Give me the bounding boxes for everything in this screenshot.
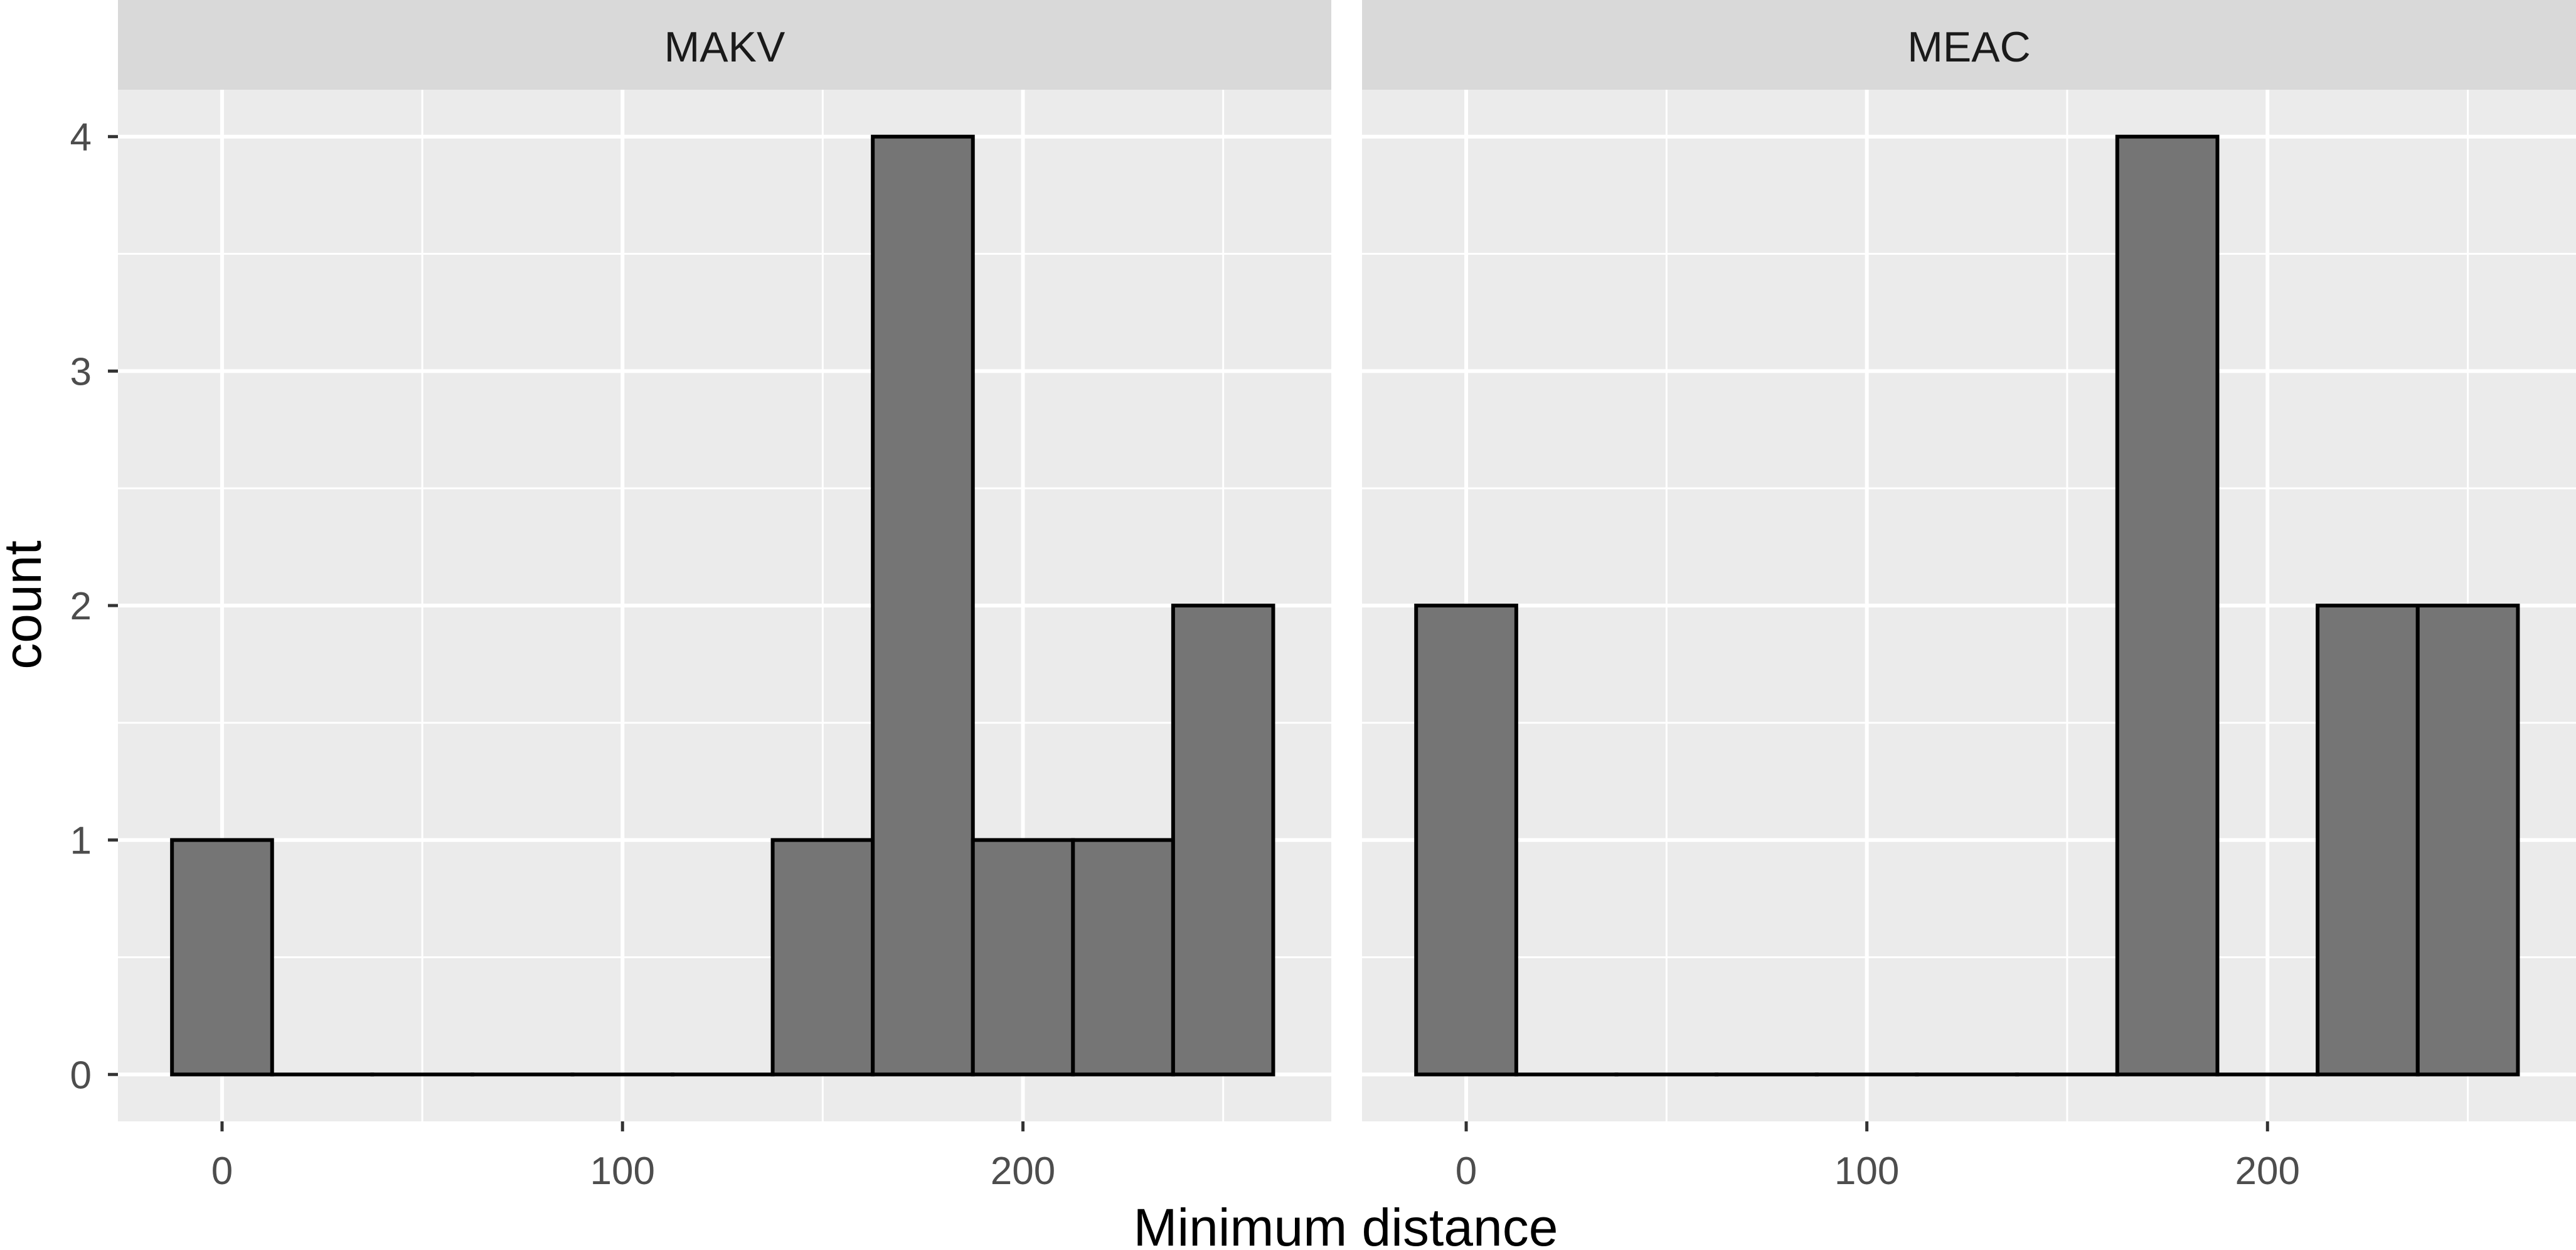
facet-strip [118,0,1331,90]
x-tick-label: 200 [991,1150,1055,1193]
y-axis-title: count [0,540,52,670]
x-tick-label: 100 [1834,1150,1899,1193]
histogram-bar [1414,604,1518,1077]
y-tick-label: 3 [70,350,92,393]
x-tick-label: 200 [2235,1150,2300,1193]
y-tick-label: 4 [70,116,92,159]
histogram-bar [2115,134,2220,1077]
histogram-bar [2316,604,2420,1077]
x-axis-title: Minimum distance [1134,1198,1558,1250]
facet-panel-makv: MAKV 0 100 200 0 1 2 3 4 [70,0,1331,1193]
x-tick-label: 0 [1456,1150,1477,1193]
facet-strip-label: MEAC [1907,23,2030,71]
x-tick-label: 100 [590,1150,655,1193]
histogram-bar [1071,838,1175,1077]
y-tick-label: 1 [70,820,92,863]
y-tick-label: 0 [70,1054,92,1097]
x-tick-label: 0 [211,1150,233,1193]
facet-strip [1362,0,2576,90]
histogram-bar [170,838,274,1077]
y-tick-label: 2 [70,585,92,628]
histogram-bar [770,838,875,1077]
histogram-bar [1171,604,1275,1077]
facet-strip-label: MAKV [664,23,785,71]
histogram-bar [2415,604,2520,1077]
histogram-bar [871,134,975,1077]
histogram-bar [971,838,1075,1077]
facet-panel-meac: MEAC 0 100 200 [1362,0,2576,1193]
